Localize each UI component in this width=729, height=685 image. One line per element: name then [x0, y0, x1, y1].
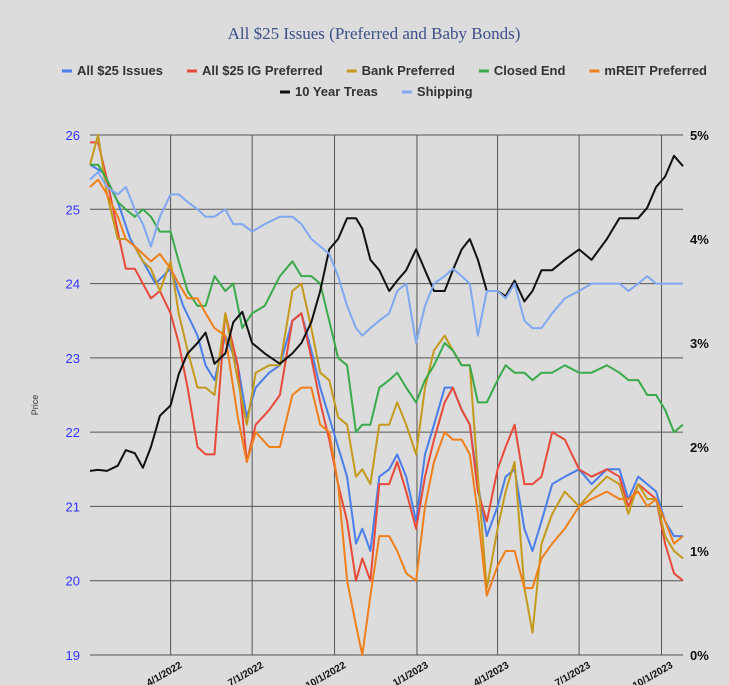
series-line-bank-preferred	[89, 134, 684, 634]
left-tick-label: 25	[66, 202, 80, 217]
left-tick-label: 23	[66, 351, 80, 366]
right-tick-label: 5%	[690, 128, 709, 143]
left-tick-label: 20	[66, 574, 80, 589]
left-tick-label: 22	[66, 425, 80, 440]
right-tick-label: 0%	[690, 648, 709, 663]
series-line-closed-end	[90, 163, 684, 434]
right-tick-label: 3%	[690, 336, 709, 351]
legend-label: All $25 IG Preferred	[202, 63, 323, 78]
legend-label: mREIT Preferred	[604, 63, 707, 78]
left-tick-label: 19	[66, 648, 80, 663]
chart-title: All $25 Issues (Preferred and Baby Bonds…	[228, 24, 521, 43]
x-tick-label: 10/1/2022	[304, 660, 348, 685]
left-tick-label: 21	[66, 499, 80, 514]
x-tick-label: 7/1/2023	[553, 660, 593, 685]
chart-legend: All $25 Issues All $25 IG Preferred Bank P…	[62, 63, 707, 99]
x-axis-ticks: 4/1/2022 7/1/2022 10/1/2022 1/1/2023 4/1/202…	[145, 135, 675, 685]
legend-label: Closed End	[494, 63, 566, 78]
right-tick-label: 4%	[690, 232, 709, 247]
legend-label: Bank Preferred	[362, 63, 455, 78]
right-tick-label: 2%	[690, 440, 709, 455]
x-tick-label: 10/1/2023	[631, 660, 675, 685]
left-axis-ticks: 19 20 21 22 23 24 25 26	[66, 128, 80, 663]
series-line-shipping	[89, 171, 683, 344]
series-line-10-year-treas	[89, 154, 684, 472]
right-tick-label: 1%	[690, 544, 709, 559]
legend-label: Shipping	[417, 84, 473, 99]
x-tick-label: 7/1/2022	[226, 660, 266, 685]
x-tick-label: 4/1/2023	[472, 660, 512, 685]
right-axis-ticks: 0% 1% 2% 3% 4% 5%	[690, 128, 709, 663]
series-line-mreit-preferred	[89, 178, 684, 656]
gridlines	[90, 134, 683, 656]
legend-label: 10 Year Treas	[295, 84, 378, 99]
left-tick-label: 24	[66, 277, 80, 292]
series-lines	[89, 134, 684, 656]
y-axis-label: Price	[30, 395, 40, 416]
left-tick-label: 26	[66, 128, 80, 143]
x-tick-label: 4/1/2022	[145, 660, 185, 685]
series-line-all-25-issues	[89, 163, 683, 552]
x-tick-label: 1/1/2023	[391, 660, 431, 685]
legend-label: All $25 Issues	[77, 63, 163, 78]
series-line-all-25-ig-preferred	[90, 141, 684, 582]
